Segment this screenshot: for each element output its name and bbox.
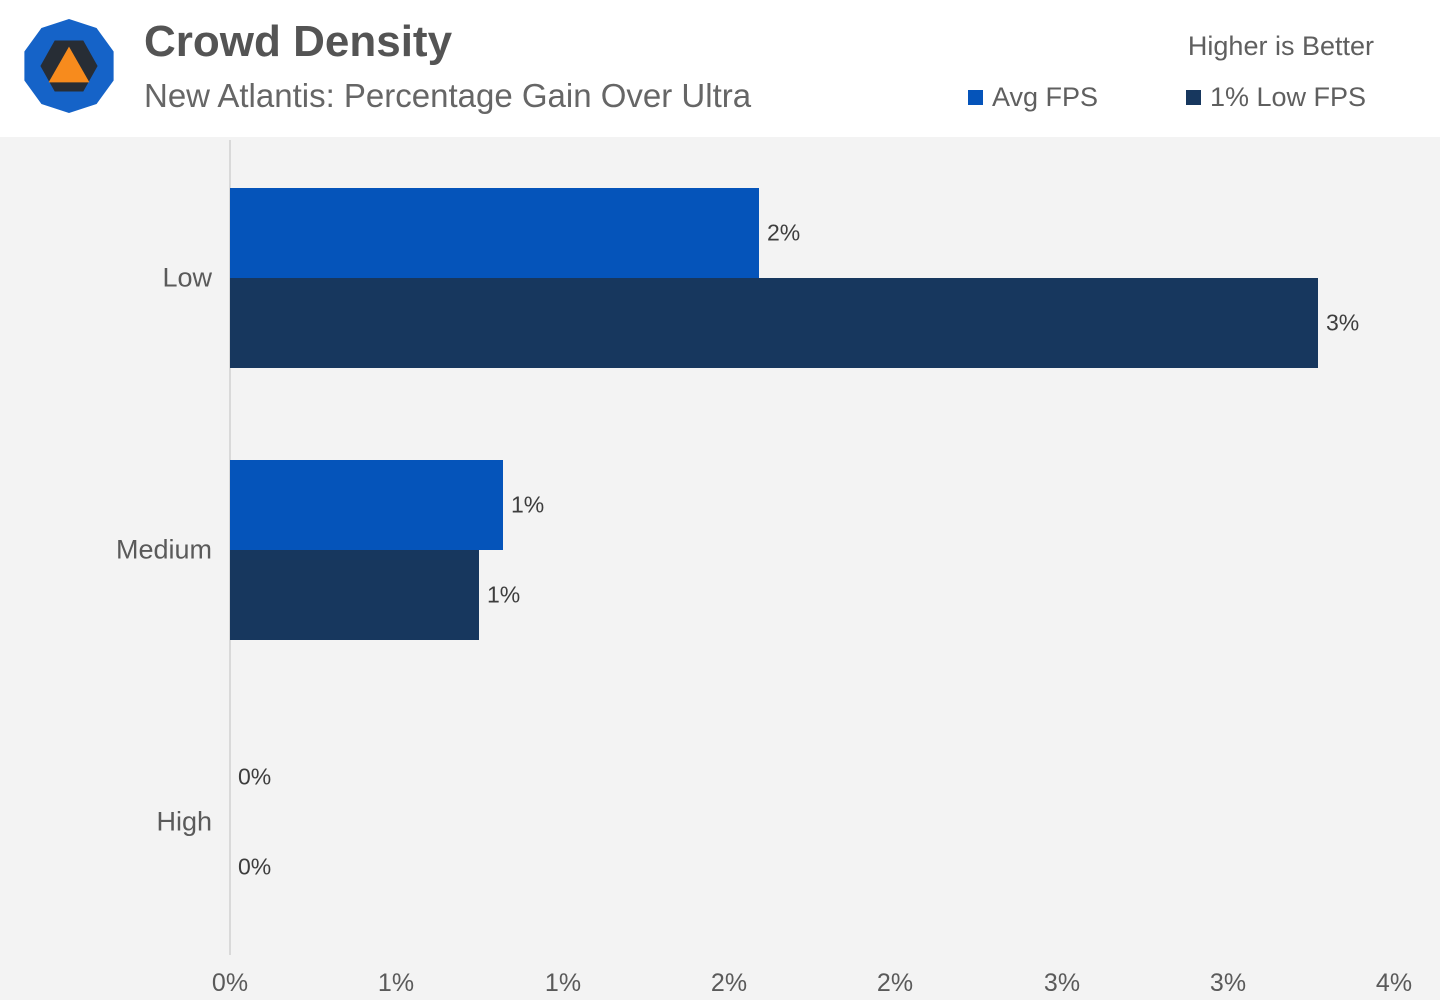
- x-axis-tick-7: 4%: [1375, 969, 1413, 997]
- legend-swatch-avg-fps-icon: [968, 89, 983, 105]
- value-label-avg-fps-low: 2%: [767, 219, 801, 246]
- chart-area: Low 2% 3% Medium 1% 1% High 0% 0% 0% 1% 1% 2% 2% 3% 3% 4…: [0, 137, 1440, 1000]
- bar-avg-fps-low: [230, 188, 759, 278]
- x-axis-tick-4: 2%: [876, 969, 914, 997]
- category-label-low: Low: [162, 262, 212, 293]
- x-axis-tick-6: 3%: [1209, 969, 1247, 997]
- legend-item-1pct-low-fps: 1% Low FPS: [1186, 81, 1367, 112]
- app-logo-icon: [24, 19, 114, 113]
- bar-avg-fps-medium: [230, 460, 503, 550]
- value-label-avg-fps-high: 0%: [238, 763, 272, 790]
- header: Crowd Density New Atlantis: Percentage G…: [0, 0, 1440, 137]
- chart-subtitle: New Atlantis: Percentage Gain Over Ultra: [144, 77, 752, 114]
- bar-1pct-low-fps-medium: [230, 550, 479, 640]
- value-label-1pct-low-fps-low: 3%: [1326, 309, 1360, 336]
- chart-title: Crowd Density: [144, 17, 453, 66]
- higher-is-better-note: Higher is Better: [1187, 31, 1374, 61]
- x-axis-tick-3: 2%: [710, 969, 748, 997]
- bar-1pct-low-fps-low: [230, 278, 1318, 368]
- legend-item-avg-fps: Avg FPS: [968, 81, 1099, 112]
- x-axis-tick-2: 1%: [544, 969, 582, 997]
- x-axis-tick-0: 0%: [211, 969, 249, 997]
- value-label-1pct-low-fps-medium: 1%: [487, 581, 521, 608]
- value-label-1pct-low-fps-high: 0%: [238, 853, 272, 880]
- legend-label-1pct-low-fps: 1% Low FPS: [1210, 81, 1367, 112]
- legend-swatch-1pct-low-fps-icon: [1186, 89, 1201, 105]
- category-label-medium: Medium: [115, 534, 212, 565]
- x-axis-tick-1: 1%: [377, 969, 415, 997]
- value-label-avg-fps-medium: 1%: [511, 491, 545, 518]
- legend-label-avg-fps: Avg FPS: [992, 81, 1099, 112]
- x-axis-tick-5: 3%: [1043, 969, 1081, 997]
- category-label-high: High: [156, 806, 212, 837]
